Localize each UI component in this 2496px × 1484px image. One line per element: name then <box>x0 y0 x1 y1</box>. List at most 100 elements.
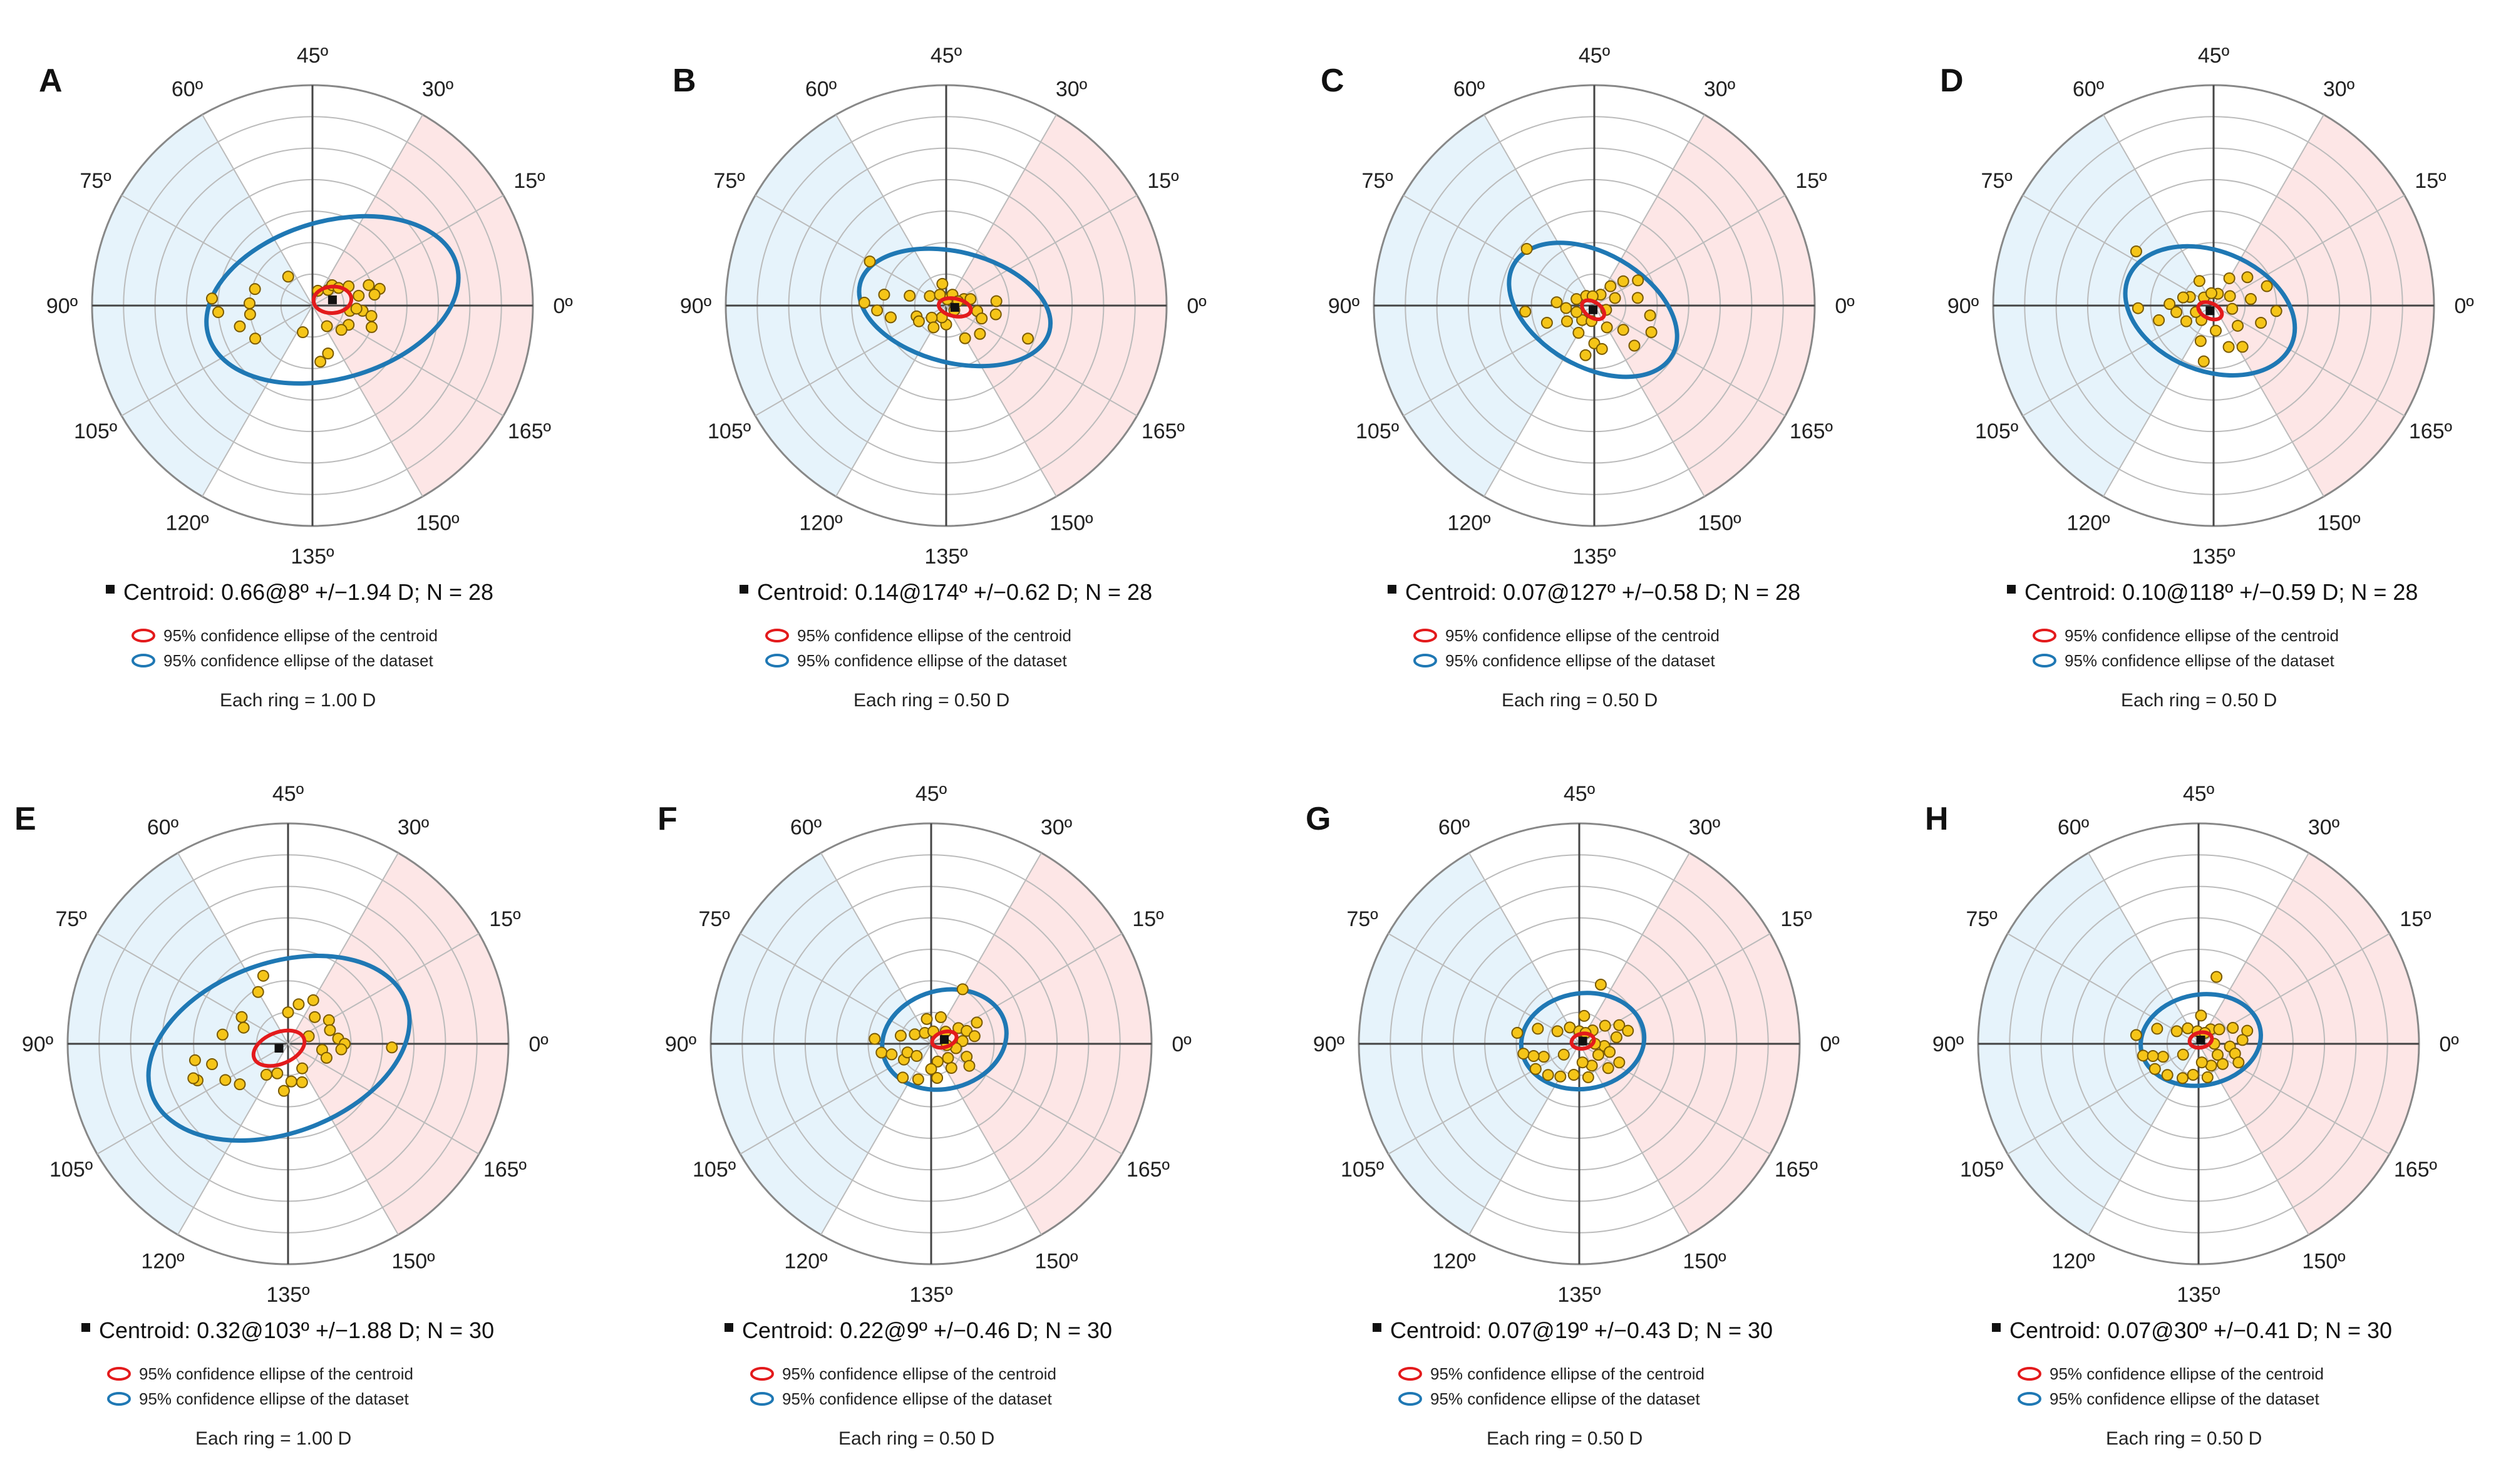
data-point <box>1579 349 1592 361</box>
legend-centroid-label: 95% confidence ellipse of the centroid <box>797 626 1071 645</box>
dataset-ellipse <box>146 954 412 1143</box>
legend-centroid-swatch <box>2018 1367 2041 1381</box>
ring-scale-label: Each ring = 0.50 D <box>853 690 1009 711</box>
legend-centroid-label: 95% confidence ellipse of the centroid <box>2065 626 2339 645</box>
angle-label: 120º <box>784 1249 827 1273</box>
spoke-line <box>2198 1043 2309 1235</box>
angle-label: 45º <box>1579 44 1610 68</box>
angle-label: 45º <box>2198 44 2229 68</box>
angle-label: 135º <box>291 545 334 569</box>
data-point <box>1617 324 1629 336</box>
angle-label: 150º <box>416 511 459 535</box>
legend-dataset-swatch <box>750 1392 774 1406</box>
centroid-ellipse <box>1569 1031 1596 1051</box>
legend-centroid-swatch <box>2033 629 2056 642</box>
data-point <box>1560 315 1573 327</box>
spoke-line <box>96 933 289 1044</box>
ring-scale-label: Each ring = 0.50 D <box>1502 690 1658 711</box>
data-point <box>2232 319 2244 332</box>
data-point <box>1529 1063 1542 1075</box>
angle-label: 165º <box>1775 1158 1818 1182</box>
data-point <box>971 1016 983 1029</box>
angle-label: 105º <box>693 1158 736 1182</box>
data-point <box>386 1041 398 1054</box>
centroid-text: Centroid: 0.07@30º +/−0.41 D; N = 30 <box>2009 1317 2392 1343</box>
data-point <box>285 1075 297 1088</box>
angle-label: 150º <box>1034 1249 1078 1273</box>
angle-label: 30º <box>422 78 453 101</box>
angle-label: 120º <box>2066 511 2110 535</box>
spoke-line <box>1403 195 1595 306</box>
angle-label: 45º <box>915 782 947 806</box>
data-point <box>2148 1063 2161 1075</box>
data-point <box>2193 275 2205 287</box>
angle-label: 0º <box>1172 1033 1191 1056</box>
spoke-line <box>2007 933 2199 1044</box>
angle-label: 0º <box>2454 294 2473 318</box>
legend-dataset-label: 95% confidence ellipse of the dataset <box>2065 651 2335 670</box>
data-point <box>2241 271 2254 284</box>
data-point <box>2180 315 2192 327</box>
data-point <box>1613 1019 1626 1031</box>
data-point <box>871 304 884 317</box>
spoke-line <box>121 195 313 306</box>
data-point <box>1628 339 1641 352</box>
data-point <box>216 1028 229 1041</box>
angle-label: 60º <box>2058 816 2089 840</box>
data-point <box>235 1011 248 1023</box>
data-point <box>2227 1021 2239 1034</box>
data-point <box>2222 341 2235 353</box>
data-point <box>260 1068 272 1081</box>
data-point <box>1602 1062 1614 1074</box>
legend-centroid-swatch <box>1413 629 1437 642</box>
legend-dataset-label: 95% confidence ellipse of the dataset <box>1430 1389 1701 1408</box>
data-point <box>2170 1025 2183 1038</box>
data-point <box>974 327 986 340</box>
data-point <box>1560 302 1572 314</box>
angle-label: 90º <box>680 294 711 318</box>
panel-d: 0º 15º 30º 45º 60º 75º 90º 105º 120º 135º 150º 165º… <box>1940 44 2474 711</box>
dataset-ellipse <box>1507 240 1679 379</box>
data-point <box>282 1006 294 1019</box>
legend-dataset-swatch <box>765 654 789 667</box>
angle-label: 165º <box>2394 1158 2437 1182</box>
data-point <box>2177 1048 2189 1061</box>
data-point <box>309 1011 321 1023</box>
angle-label: 60º <box>147 816 178 840</box>
spoke-line <box>1594 114 1705 306</box>
data-point <box>968 1030 981 1043</box>
data-point <box>936 277 949 290</box>
data-point <box>321 320 333 332</box>
angle-label: 30º <box>2323 78 2354 101</box>
spoke-line <box>121 305 313 416</box>
angle-label: 0º <box>2439 1033 2458 1056</box>
centroid-ellipse <box>930 1029 959 1050</box>
data-point <box>296 1076 308 1088</box>
angle-label: 45º <box>931 44 962 68</box>
centroid-marker <box>1578 1036 1587 1046</box>
angle-label: 150º <box>2317 511 2360 535</box>
centroid-marker <box>327 295 337 304</box>
centroid-ellipse <box>2187 1030 2214 1050</box>
data-point <box>1576 1056 1589 1069</box>
data-point <box>307 994 319 1006</box>
angle-label: 15º <box>1795 169 1827 193</box>
data-point <box>2130 1029 2142 1041</box>
spoke-line <box>2103 305 2214 497</box>
spoke-line <box>946 195 1138 306</box>
data-point <box>1572 327 1585 339</box>
angle-label: 45º <box>2183 782 2214 806</box>
data-point <box>1617 275 1629 287</box>
spoke-line <box>177 852 289 1044</box>
data-point <box>2210 971 2223 983</box>
legend-dataset-swatch <box>2018 1392 2041 1406</box>
data-point <box>912 315 925 327</box>
data-point <box>864 255 876 268</box>
data-point <box>212 306 225 319</box>
panel-e: 0º 15º 30º 45º 60º 75º 90º 105º 120º 135º 150º 165º… <box>14 782 549 1449</box>
data-point <box>1604 280 1617 292</box>
data-point <box>206 1058 219 1071</box>
angle-label: 90º <box>1932 1033 1964 1056</box>
data-point <box>1550 296 1563 309</box>
